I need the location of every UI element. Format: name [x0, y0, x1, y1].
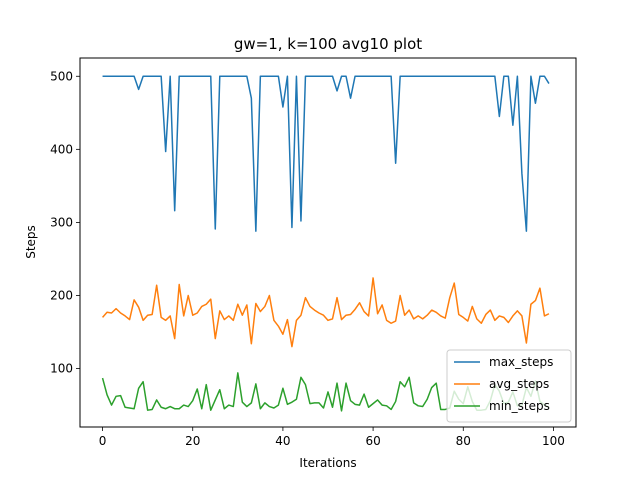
- x-axis-ticks: 0 20 40 60 80 100: [99, 427, 565, 448]
- avg_steps-line: [101, 277, 550, 348]
- max_steps-line: [102, 75, 550, 232]
- legend-label-max_steps: max_steps: [489, 355, 553, 369]
- x-tick-label: 100: [542, 434, 565, 448]
- y-tick-label: 500: [50, 69, 73, 83]
- x-axis-label: Iterations: [299, 456, 356, 470]
- y-tick-label: 300: [50, 215, 73, 229]
- x-tick-label: 20: [185, 434, 200, 448]
- legend: max_steps avg_steps min_steps: [446, 349, 572, 423]
- chart-title: gw=1, k=100 avg10 plot: [234, 35, 422, 53]
- legend-label-avg_steps: avg_steps: [489, 377, 549, 391]
- y-axis-ticks: 100 200 300 400 500: [50, 69, 80, 376]
- x-tick-label: 40: [275, 434, 290, 448]
- x-tick-label: 60: [365, 434, 380, 448]
- x-tick-label: 80: [456, 434, 471, 448]
- legend-label-min_steps: min_steps: [489, 399, 550, 413]
- y-tick-label: 400: [50, 142, 73, 156]
- legend-box: [446, 349, 572, 423]
- y-tick-label: 200: [50, 288, 73, 302]
- x-tick-label: 0: [99, 434, 107, 448]
- plot-frame: [79, 57, 577, 428]
- y-axis-label: Steps: [24, 225, 38, 259]
- y-tick-label: 100: [50, 362, 73, 376]
